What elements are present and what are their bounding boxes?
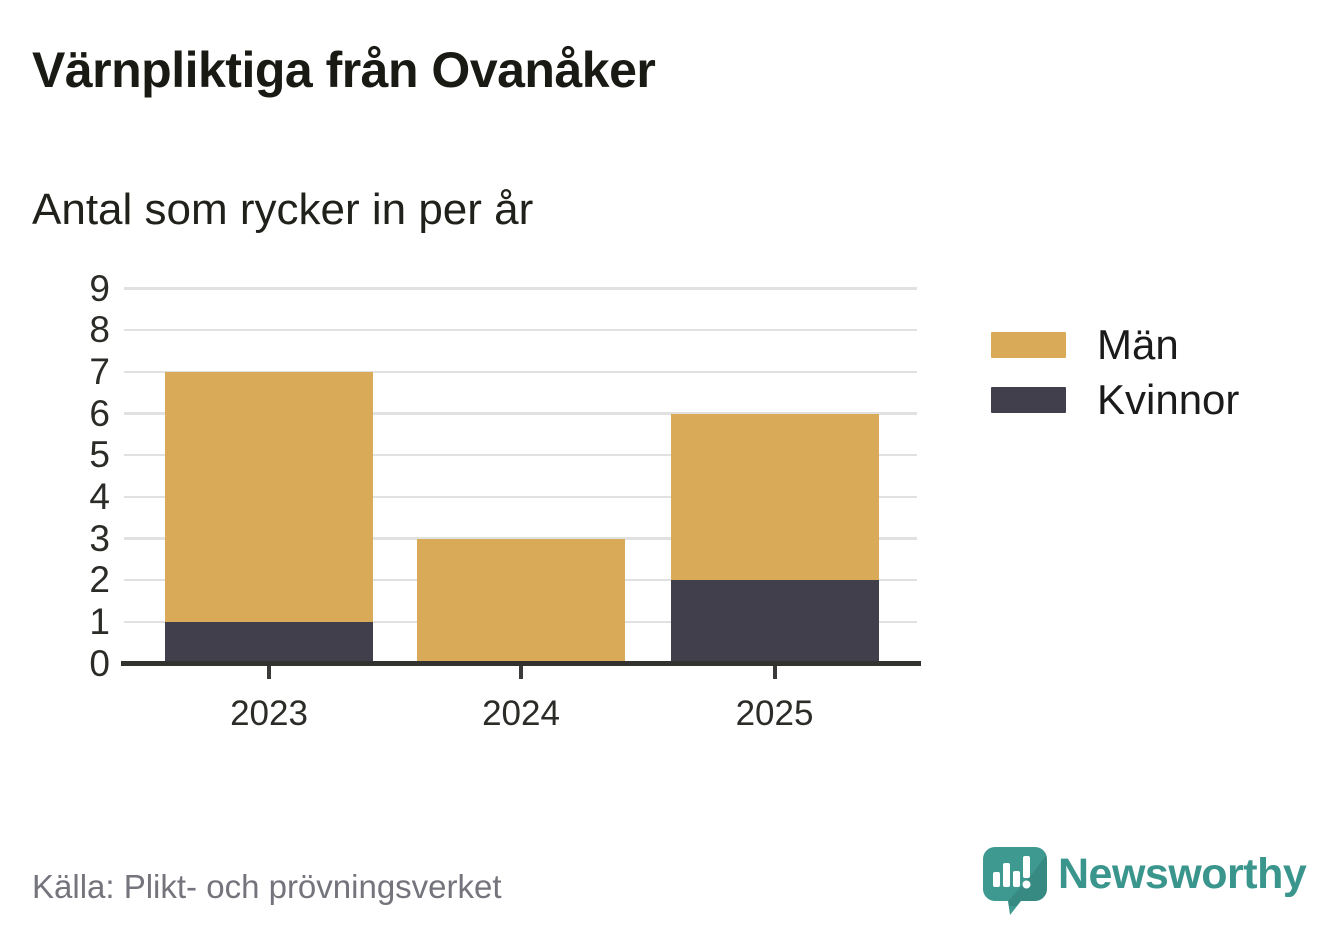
bar-segment-män-2025 bbox=[670, 413, 879, 581]
y-tick-label: 2 bbox=[89, 559, 110, 601]
y-tick-label: 1 bbox=[89, 600, 110, 642]
y-tick-label: 9 bbox=[89, 267, 110, 309]
y-tick-label: 5 bbox=[89, 434, 110, 476]
gridline bbox=[124, 328, 917, 332]
source-note: Källa: Plikt- och prövningsverket bbox=[32, 868, 502, 905]
y-tick-label: 0 bbox=[89, 642, 110, 684]
x-tick-mark bbox=[267, 666, 271, 679]
x-tick-mark bbox=[519, 666, 523, 679]
brand-logo: Newsworthy bbox=[982, 846, 1307, 916]
y-tick-label: 7 bbox=[89, 350, 110, 392]
x-axis-line bbox=[121, 661, 921, 666]
gridline bbox=[124, 453, 917, 457]
x-tick-label: 2023 bbox=[230, 693, 308, 733]
legend-label-kvinnor: Kvinnor bbox=[1097, 376, 1240, 423]
gridline bbox=[124, 495, 917, 499]
chart-title: Värnpliktiga från Ovanåker bbox=[32, 42, 656, 98]
legend-swatch-kvinnor bbox=[991, 387, 1066, 413]
bar-segment-kvinnor-2025 bbox=[670, 580, 879, 664]
x-tick-mark bbox=[772, 666, 777, 679]
y-tick-label: 3 bbox=[89, 517, 110, 559]
gridline bbox=[124, 412, 917, 415]
brand-name: Newsworthy bbox=[1058, 850, 1307, 898]
bar-segment-kvinnor-2023 bbox=[165, 621, 373, 664]
newsworthy-icon bbox=[983, 847, 1047, 915]
legend-item-kvinnor: Kvinnor bbox=[991, 376, 1240, 423]
y-tick-label: 4 bbox=[89, 475, 110, 517]
x-tick-label: 2025 bbox=[735, 693, 814, 733]
chart-subtitle: Antal som rycker in per år bbox=[32, 185, 534, 234]
bubble-shade bbox=[1004, 854, 1047, 906]
y-tick-label: 6 bbox=[89, 392, 110, 434]
bar-segment-män-2023 bbox=[165, 371, 373, 622]
gridline bbox=[124, 370, 917, 374]
gridline bbox=[124, 287, 917, 290]
legend-item-man: Män bbox=[991, 321, 1179, 368]
bar-segment-män-2024 bbox=[417, 538, 625, 664]
legend-swatch-man bbox=[991, 332, 1066, 358]
bar-chart-glyph bbox=[993, 856, 1031, 889]
legend-label-man: Män bbox=[1097, 321, 1179, 368]
y-tick-label: 8 bbox=[89, 309, 110, 351]
x-tick-label: 2024 bbox=[482, 693, 560, 733]
